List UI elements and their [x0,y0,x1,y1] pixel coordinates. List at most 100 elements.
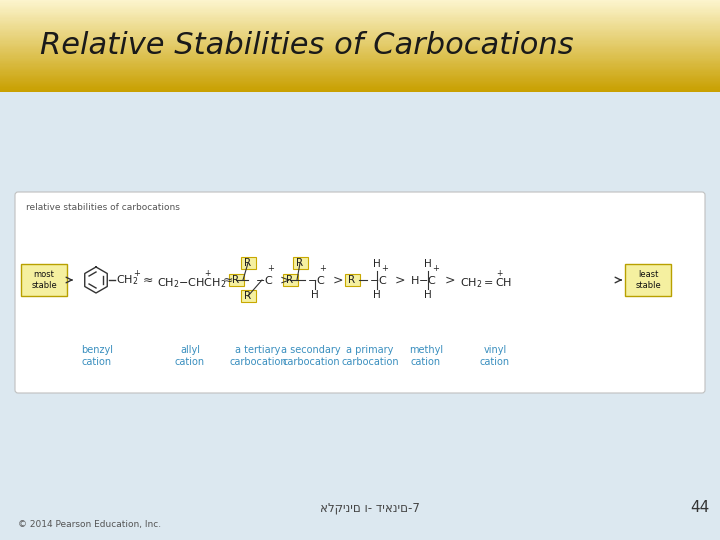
Bar [0,10,720,11]
Text: a tertiary
carbocation: a tertiary carbocation [229,345,287,367]
Text: $\mathsf{-C}$: $\mathsf{-C}$ [307,274,325,286]
Text: benzyl
cation: benzyl cation [81,345,113,367]
Bar [0,2,720,3]
FancyBboxPatch shape [625,264,671,296]
Bar [0,9,720,10]
Bar [0,1,720,2]
Bar [0,71,720,72]
Bar [0,92,720,540]
Bar [0,19,720,21]
Bar [0,57,720,59]
Text: most
stable: most stable [31,270,57,290]
Text: +: + [319,264,326,273]
Bar [0,18,720,19]
Text: Relative Stabilities of Carbocations: Relative Stabilities of Carbocations [40,31,574,60]
Bar [0,14,720,15]
Bar [0,53,720,55]
Text: $\mathsf{H{-}C}$: $\mathsf{H{-}C}$ [410,274,437,286]
Bar [0,5,720,7]
Text: אלקינים ו- דיאנים-7: אלקינים ו- דיאנים-7 [320,502,420,515]
Text: >: > [280,273,290,287]
Bar [0,43,720,45]
Bar [0,25,720,26]
Bar [0,26,720,28]
Text: $\mathsf{CH_2{-}CH\overset{+}{C}H_2}$: $\mathsf{CH_2{-}CH\overset{+}{C}H_2}$ [157,268,226,292]
Bar [0,76,720,77]
Bar [0,48,720,50]
Text: H: H [311,290,319,300]
Text: >: > [445,273,455,287]
Bar [0,41,720,43]
Text: +: + [432,264,439,273]
Bar [0,37,720,39]
Bar [0,36,720,38]
Text: $\mathsf{-C}$: $\mathsf{-C}$ [369,274,387,286]
Bar [0,87,720,89]
Text: least
stable: least stable [635,270,661,290]
Bar [0,49,720,51]
FancyBboxPatch shape [15,192,705,393]
Bar [0,24,720,25]
Bar [0,16,720,17]
Bar [0,45,720,47]
Bar [0,68,720,69]
Bar [0,86,720,87]
Bar [0,58,720,60]
Text: R: R [297,258,304,268]
Bar [0,80,720,82]
Text: R: R [348,275,356,285]
Bar [0,90,720,92]
Bar [0,0,720,1]
Text: allyl
cation: allyl cation [175,345,205,367]
Bar [0,27,720,29]
Bar [0,40,720,42]
Bar [0,69,720,70]
Bar [0,60,720,62]
Bar [0,66,720,68]
Text: R: R [244,291,251,301]
Bar [0,23,720,24]
Text: $\mathsf{-C}$: $\mathsf{-C}$ [255,274,274,286]
FancyBboxPatch shape [240,257,256,269]
Text: methyl
cation: methyl cation [409,345,443,367]
Bar [0,51,720,53]
Bar [0,31,720,32]
Bar [0,79,720,80]
Bar [0,33,720,35]
Bar [0,59,720,61]
Bar [0,85,720,86]
Bar [0,64,720,65]
Text: a secondary
carbocation: a secondary carbocation [282,345,341,367]
Bar [0,6,720,8]
Bar [0,72,720,73]
Text: H: H [373,259,381,269]
Text: +: + [133,268,140,278]
Bar [0,15,720,16]
Bar [0,34,720,36]
Text: +: + [381,264,388,273]
Bar [0,46,720,48]
Text: a primary
carbocation: a primary carbocation [341,345,399,367]
Bar [0,52,720,54]
Bar [0,89,720,91]
Bar [0,70,720,71]
Bar [0,84,720,85]
Bar [0,4,720,6]
Bar [0,50,720,52]
Text: H: H [373,290,381,300]
Bar [0,28,720,30]
Text: >: > [395,273,405,287]
Bar [0,44,720,46]
Text: R: R [287,275,294,285]
Text: $\mathsf{CH_2{=}\overset{+}{C}H}$: $\mathsf{CH_2{=}\overset{+}{C}H}$ [460,268,512,292]
FancyBboxPatch shape [228,274,243,286]
Bar [0,81,720,83]
Bar [0,29,720,31]
FancyBboxPatch shape [292,257,307,269]
Text: R: R [233,275,240,285]
Text: $\mathsf{CH_2}$: $\mathsf{CH_2}$ [116,273,138,287]
Bar [0,35,720,37]
Bar [0,8,720,9]
FancyBboxPatch shape [240,290,256,302]
Bar [0,17,720,18]
